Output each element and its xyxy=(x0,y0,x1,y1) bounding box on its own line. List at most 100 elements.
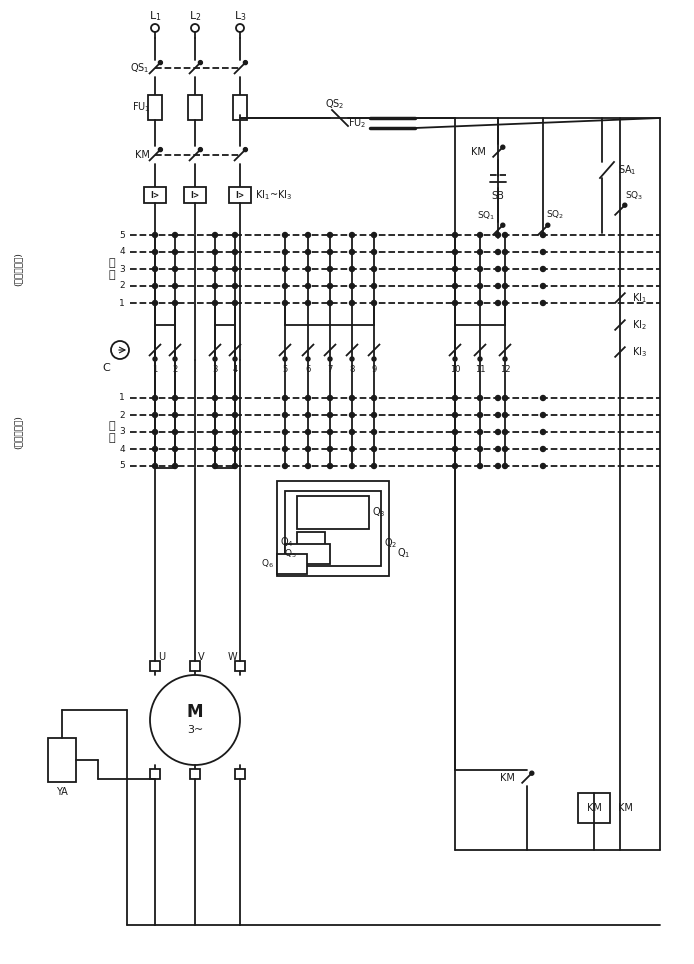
Text: 3: 3 xyxy=(212,365,218,374)
Circle shape xyxy=(502,283,507,288)
Text: 5: 5 xyxy=(282,365,287,374)
Circle shape xyxy=(173,395,178,400)
Text: V: V xyxy=(198,652,205,662)
Text: I>: I> xyxy=(235,191,244,200)
Circle shape xyxy=(153,357,157,361)
Circle shape xyxy=(541,250,545,254)
Circle shape xyxy=(350,446,355,451)
Circle shape xyxy=(496,266,500,272)
Text: FU$_1$: FU$_1$ xyxy=(132,100,150,114)
Circle shape xyxy=(173,232,178,237)
Circle shape xyxy=(452,464,457,469)
Circle shape xyxy=(501,224,505,228)
Circle shape xyxy=(305,430,310,435)
Text: 11: 11 xyxy=(475,365,485,374)
Circle shape xyxy=(502,413,507,417)
Circle shape xyxy=(282,232,287,237)
Text: I>: I> xyxy=(190,191,200,200)
Circle shape xyxy=(282,283,287,288)
Text: 4: 4 xyxy=(232,365,237,374)
Circle shape xyxy=(503,357,507,361)
Text: KM: KM xyxy=(586,803,602,813)
Circle shape xyxy=(153,283,158,288)
Bar xyxy=(285,491,381,566)
Circle shape xyxy=(283,357,287,361)
Circle shape xyxy=(541,413,545,417)
Circle shape xyxy=(371,413,377,417)
Circle shape xyxy=(541,301,545,306)
Text: 1: 1 xyxy=(153,365,158,374)
Circle shape xyxy=(328,395,332,400)
Circle shape xyxy=(244,61,247,65)
Circle shape xyxy=(232,301,237,306)
Text: YA: YA xyxy=(56,787,68,797)
Circle shape xyxy=(477,464,482,469)
Text: 4: 4 xyxy=(119,248,125,256)
Circle shape xyxy=(282,446,287,451)
Bar xyxy=(150,661,160,671)
Circle shape xyxy=(212,266,217,272)
Circle shape xyxy=(477,266,482,272)
Circle shape xyxy=(213,357,217,361)
Text: 反
転: 反 転 xyxy=(109,421,115,442)
Circle shape xyxy=(496,232,500,237)
Text: I>: I> xyxy=(151,191,160,200)
Text: Q$_2$: Q$_2$ xyxy=(384,536,398,549)
Bar xyxy=(184,187,206,203)
Text: 12: 12 xyxy=(500,365,510,374)
Circle shape xyxy=(198,61,203,65)
Text: 4: 4 xyxy=(119,444,125,453)
Text: Q$_3$: Q$_3$ xyxy=(372,505,386,519)
Text: 5: 5 xyxy=(119,462,125,470)
Text: L$_2$: L$_2$ xyxy=(189,9,201,23)
Text: Q$_5$: Q$_5$ xyxy=(284,548,296,560)
Circle shape xyxy=(477,430,482,435)
Text: (手柄向左拨): (手柄向左拨) xyxy=(13,415,22,449)
Circle shape xyxy=(328,232,332,237)
Circle shape xyxy=(282,250,287,254)
Circle shape xyxy=(502,430,507,435)
Circle shape xyxy=(232,250,237,254)
Bar xyxy=(235,661,245,671)
Text: SQ$_1$: SQ$_1$ xyxy=(477,210,495,223)
Circle shape xyxy=(453,357,457,361)
Text: QS$_2$: QS$_2$ xyxy=(325,97,345,111)
Text: (手柄向右拨): (手柄向右拨) xyxy=(13,252,22,286)
Text: U: U xyxy=(158,652,165,662)
Bar xyxy=(233,95,247,120)
Circle shape xyxy=(350,283,355,288)
Circle shape xyxy=(153,266,158,272)
Circle shape xyxy=(452,250,457,254)
Text: L$_1$: L$_1$ xyxy=(149,9,161,23)
Bar xyxy=(235,769,245,779)
Circle shape xyxy=(328,413,332,417)
Circle shape xyxy=(452,232,457,237)
Circle shape xyxy=(158,147,162,151)
Text: 8: 8 xyxy=(349,365,355,374)
Circle shape xyxy=(477,413,482,417)
Text: QS$_1$: QS$_1$ xyxy=(130,61,150,75)
Circle shape xyxy=(191,24,199,32)
Circle shape xyxy=(452,446,457,451)
Text: 3: 3 xyxy=(119,427,125,437)
Circle shape xyxy=(452,301,457,306)
Circle shape xyxy=(305,464,310,469)
Circle shape xyxy=(282,430,287,435)
Circle shape xyxy=(328,464,332,469)
Text: 5: 5 xyxy=(119,230,125,239)
Circle shape xyxy=(305,446,310,451)
Circle shape xyxy=(305,232,310,237)
Text: FU$_2$: FU$_2$ xyxy=(348,116,366,130)
Circle shape xyxy=(541,446,545,451)
Circle shape xyxy=(502,464,507,469)
Circle shape xyxy=(328,283,332,288)
Text: 正
転: 正 転 xyxy=(109,258,115,280)
Circle shape xyxy=(328,266,332,272)
Circle shape xyxy=(282,395,287,400)
Circle shape xyxy=(282,266,287,272)
Text: W: W xyxy=(228,652,237,662)
Circle shape xyxy=(232,395,237,400)
Circle shape xyxy=(477,395,482,400)
Text: KI$_1$~KI$_3$: KI$_1$~KI$_3$ xyxy=(255,188,292,201)
Circle shape xyxy=(212,430,217,435)
